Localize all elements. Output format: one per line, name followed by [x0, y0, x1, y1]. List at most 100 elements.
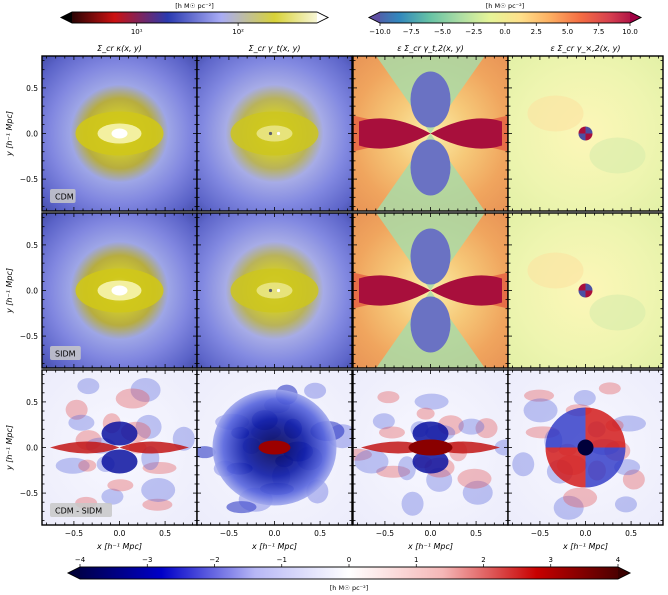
gamma-t2-bottom-negative	[410, 296, 451, 353]
panel-cdm-gamma_t2	[352, 55, 509, 212]
colorbar-top-right-tick-label: 7.5	[593, 28, 604, 36]
colorbar-top-left: 10¹ 10² [h M☉ pc⁻²]	[60, 2, 329, 36]
y-tick-label: −0.5	[20, 332, 38, 341]
colorbar-bottom-max-arrow	[618, 567, 630, 579]
difference-blob	[614, 496, 637, 513]
row-label-text: SIDM	[55, 350, 76, 359]
panel-cdm-gamma_x2	[507, 55, 664, 212]
difference-blob	[611, 415, 646, 432]
y-tick-label: 0.5	[26, 241, 38, 250]
y-tick-label: 0.5	[26, 398, 38, 407]
colorbar-top-left-max-arrow	[317, 12, 328, 23]
difference-center	[577, 439, 594, 456]
column-title-gamma_t: Σ_cr γ_t(x, y)	[249, 44, 301, 53]
difference-blob	[512, 452, 535, 477]
panel-sidm-gamma_t2	[352, 212, 509, 369]
colorbar-top-right-tick-label: 2.5	[531, 28, 542, 36]
panel-cdm-sidm-kappa: CDM - SIDM	[41, 369, 198, 526]
colorbar-bottom-min-arrow	[68, 567, 80, 579]
colorbar-bottom-tick-label: −4	[75, 556, 86, 564]
kappa-peak	[111, 285, 128, 296]
colorbar-top-right-tick-label: −7.5	[403, 28, 420, 36]
difference-blob	[598, 382, 621, 395]
difference-blob	[414, 393, 449, 410]
colorbars: 10¹ 10²[h M☉ pc⁻²]−10.0 −7.5 −5.0 −2.5 0.0 2.5…	[60, 2, 642, 592]
panel-sidm-kappa: SIDM	[41, 212, 198, 369]
panel-sidm-gamma_t	[196, 212, 353, 369]
gamma-x2-warm-patch	[527, 252, 584, 289]
difference-blob	[377, 391, 400, 404]
difference-core	[258, 440, 291, 455]
gamma-t-center-dot	[276, 288, 281, 293]
difference-blob	[353, 448, 372, 461]
difference-blob	[115, 388, 150, 409]
difference-blob	[135, 414, 162, 439]
x-axis-label: x [h⁻¹ Mpc]	[407, 542, 453, 551]
colorbar-top-left-tick-label: 10²	[232, 28, 244, 36]
colorbar-bottom-bar	[67, 566, 631, 580]
panel-cdm-kappa: CDM	[41, 55, 198, 212]
x-tick-label: 0.5	[625, 529, 637, 538]
colorbar-top-right-tick-label: 10.0	[622, 28, 638, 36]
column-title-gamma_x2: ε Σ_cr γ_×,2(x, y)	[550, 44, 620, 53]
colorbar-bottom-tick-label: −2	[209, 556, 219, 564]
row-label-2: CDM - SIDM	[50, 503, 112, 517]
y-tick-label: 0.0	[26, 130, 38, 139]
gamma-t-inner	[256, 125, 293, 142]
difference-blob	[397, 456, 416, 481]
difference-blob	[372, 413, 395, 430]
difference-blob	[142, 498, 173, 511]
y-tick-label: −0.5	[20, 489, 38, 498]
difference-blob	[523, 398, 558, 423]
gamma-t-center-dot	[268, 288, 273, 293]
colorbar-top-left-bar	[60, 11, 329, 24]
gamma-x2-quadrant	[585, 126, 593, 134]
difference-blob	[354, 449, 389, 474]
difference-blob	[141, 477, 176, 502]
difference-blob	[78, 459, 97, 472]
gamma-x2-cool-patch	[589, 137, 646, 174]
colorbar-top-right-tick-label: 5.0	[562, 28, 573, 36]
colorbar-top-left-unit: [h M☉ pc⁻²]	[175, 2, 214, 10]
panel-cdm-gamma_t	[196, 55, 353, 212]
x-tick-label: 0.5	[470, 529, 482, 538]
gamma-x2-warm-patch	[527, 95, 584, 132]
colorbar-bottom-tick-label: 1	[414, 556, 418, 564]
colorbar-bottom-tick-label: 4	[616, 556, 621, 564]
difference-blob	[426, 467, 453, 492]
gamma-t2-top-negative	[410, 228, 451, 285]
colorbar-top-right-tick-label: −5.0	[434, 28, 451, 36]
difference-blob	[622, 469, 645, 490]
row-label-0: CDM	[50, 189, 76, 203]
difference-blob	[416, 407, 435, 420]
colorbar-bottom: −4 −3 −2 −1 0 1 2 3 4 [h M☉ pc⁻²]	[67, 556, 631, 592]
colorbar-bottom-unit: [h M☉ pc⁻²]	[330, 584, 369, 592]
gamma-x2-cool-patch	[589, 294, 646, 331]
difference-bottom-lobe	[412, 449, 449, 474]
axes-labels: 0.5 0.0 −0.5 y [h⁻¹ Mpc] 0.5 0.0 −0.5 y [h⁻¹ Mp…	[5, 84, 637, 551]
x-axis-label: x [h⁻¹ Mpc]	[96, 542, 142, 551]
colorbar-top-left-min-arrow	[61, 12, 72, 23]
difference-bottom-lobe	[101, 449, 138, 474]
difference-blob	[376, 465, 411, 478]
gamma-x2-quadrant	[585, 133, 593, 141]
difference-core	[408, 439, 453, 456]
difference-quadrant	[585, 447, 626, 488]
difference-blob	[524, 389, 555, 402]
column-title-kappa: Σ_cr κ(x, y)	[97, 44, 142, 53]
colorbar-top-right-min-arrow	[369, 12, 380, 23]
colorbar-bottom-tick-label: 0	[347, 556, 351, 564]
difference-quadrant	[545, 407, 586, 448]
row-label-box	[50, 346, 81, 360]
x-tick-label: 0.5	[314, 529, 326, 538]
gamma-t2-bottom-negative	[410, 139, 451, 196]
difference-blob	[142, 461, 177, 474]
x-tick-label: −0.5	[531, 529, 549, 538]
row-label-box	[50, 189, 76, 203]
gamma-t-inner	[256, 282, 293, 299]
difference-blob	[563, 487, 598, 508]
x-axis-label: x [h⁻¹ Mpc]	[251, 542, 297, 551]
column-titles: Σ_cr κ(x, y) Σ_cr γ_t(x, y) ε Σ_cr γ_t,2(x…	[97, 44, 620, 53]
colorbar-top-left-tick-label: 10¹	[131, 28, 143, 36]
difference-blob	[573, 390, 596, 407]
